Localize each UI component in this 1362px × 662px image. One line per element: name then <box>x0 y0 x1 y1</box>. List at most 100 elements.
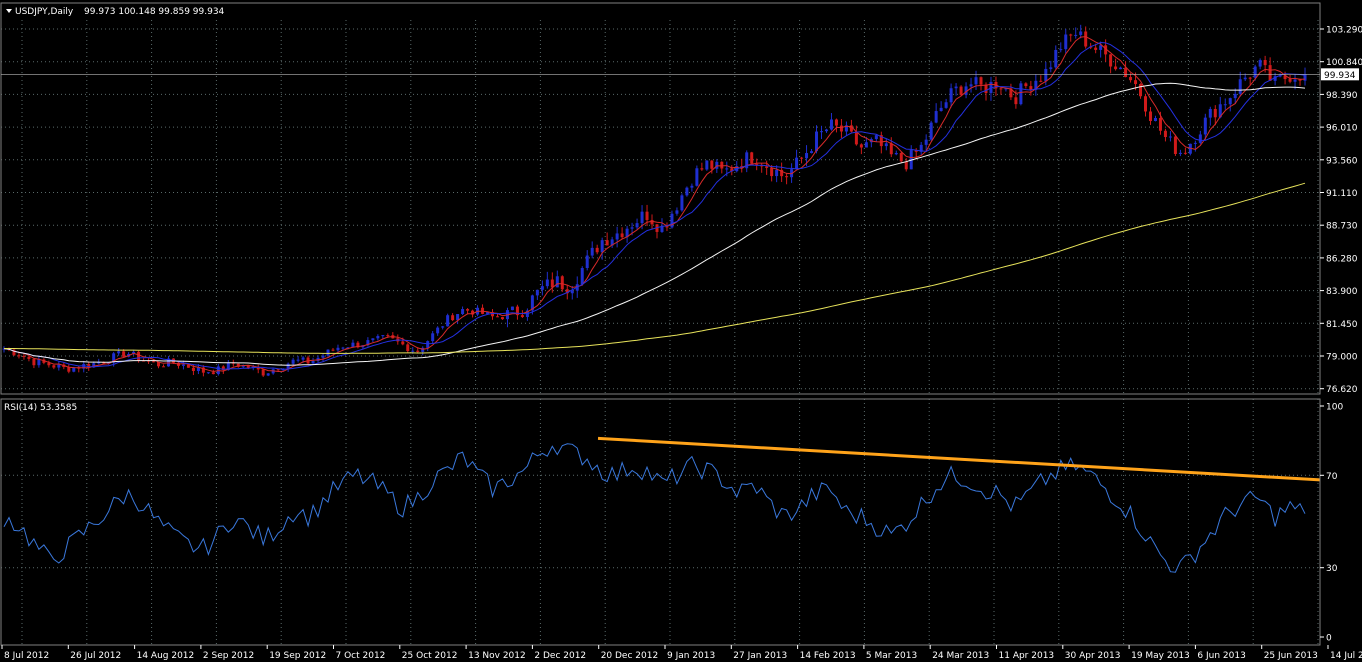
candle-body <box>466 309 470 311</box>
candle-body <box>436 327 440 334</box>
candle-body <box>819 131 823 133</box>
candle-body <box>700 168 704 170</box>
y-tick-label: 93.560 <box>1326 156 1358 166</box>
candle-body <box>461 309 465 315</box>
rsi-line <box>3 443 1306 573</box>
candle-body <box>954 86 958 89</box>
rsi-tick-label: 30 <box>1326 564 1338 574</box>
candle-body <box>939 107 943 112</box>
candle-body <box>107 362 111 364</box>
candle-body <box>934 111 938 123</box>
x-tick-label: 2 Dec 2012 <box>534 651 586 661</box>
candle-body <box>1119 67 1123 70</box>
candle-body <box>695 168 699 186</box>
candle-body <box>630 227 634 229</box>
candle-body <box>984 84 988 94</box>
candle-body <box>411 350 415 352</box>
candle-body <box>815 131 819 152</box>
x-tick-label: 13 Nov 2012 <box>468 651 526 661</box>
x-tick-label: 5 Mar 2013 <box>866 651 917 661</box>
x-tick-label: 14 Jul 2013 <box>1330 651 1362 661</box>
candle-body <box>32 358 36 366</box>
candle-body <box>1163 130 1167 138</box>
candle-body <box>864 142 868 148</box>
candle-body <box>321 355 325 358</box>
candle-body <box>944 102 948 108</box>
candle-body <box>1243 77 1247 80</box>
candle-body <box>969 84 973 87</box>
candle-body <box>1129 77 1133 81</box>
candle-body <box>1104 45 1108 55</box>
candle-body <box>52 365 56 368</box>
candle-body <box>859 144 863 148</box>
candle-body <box>894 152 898 155</box>
rsi-title: RSI(14) 53.3585 <box>4 403 77 413</box>
candle-body <box>57 364 61 368</box>
candle-body <box>555 276 559 288</box>
candle-body <box>550 279 554 288</box>
candle-body <box>565 289 569 294</box>
candle-body <box>196 367 200 372</box>
x-tick-label: 19 May 2013 <box>1131 651 1190 661</box>
candle-body <box>829 119 833 130</box>
candle-body <box>705 160 709 170</box>
candle-body <box>1258 60 1262 67</box>
candle-body <box>37 359 41 366</box>
candle-body <box>710 160 714 169</box>
candle-body <box>1178 152 1182 154</box>
candle-body <box>331 349 335 351</box>
candle-body <box>276 369 280 371</box>
candle-body <box>27 356 31 359</box>
candle-body <box>82 364 86 369</box>
x-tick-label: 6 Jun 2013 <box>1197 651 1245 661</box>
candle-body <box>839 125 843 132</box>
candle-body <box>585 255 589 269</box>
candle-body <box>495 316 499 318</box>
candle-body <box>600 240 604 253</box>
candle-body <box>341 347 345 349</box>
candle-body <box>201 367 205 373</box>
candle-body <box>137 351 141 361</box>
rsi-tick-label: 100 <box>1326 403 1343 413</box>
candle-body <box>1024 83 1028 87</box>
candle-body <box>1183 152 1187 154</box>
candle-body <box>117 351 121 354</box>
candle-body <box>381 335 385 337</box>
candle-body <box>1248 77 1252 79</box>
candle-body <box>924 139 928 145</box>
candle-body <box>949 88 953 103</box>
candle-body <box>1228 98 1232 105</box>
x-tick-label: 19 Sep 2012 <box>269 651 326 661</box>
rsi-panel-frame <box>0 398 1321 646</box>
candle-body <box>47 362 51 366</box>
candle-body <box>665 226 669 228</box>
candle-body <box>246 365 250 369</box>
candle-body <box>720 161 724 169</box>
x-tick-label: 7 Oct 2012 <box>336 651 386 661</box>
candle-body <box>670 213 674 228</box>
x-tick-label: 14 Feb 2013 <box>800 651 856 661</box>
candle-body <box>834 119 838 126</box>
candle-body <box>605 240 609 246</box>
dropdown-triangle-icon[interactable] <box>6 9 12 13</box>
candle-body <box>685 187 689 196</box>
candle-body <box>17 355 21 357</box>
candle-body <box>1223 104 1227 106</box>
candle-body <box>206 372 210 374</box>
candle-body <box>1034 80 1038 90</box>
candle-body <box>775 169 779 177</box>
y-tick-label: 96.010 <box>1326 124 1358 134</box>
candle-body <box>401 341 405 345</box>
candle-body <box>625 228 629 238</box>
x-tick-label: 27 Jan 2013 <box>733 651 787 661</box>
candle-body <box>1283 75 1287 80</box>
candle-body <box>296 359 300 361</box>
candle-body <box>102 362 106 364</box>
candle-body <box>615 233 619 240</box>
ma-line-50 <box>3 82 1306 366</box>
x-tick-label: 30 Apr 2013 <box>1065 651 1121 661</box>
candle-body <box>540 286 544 290</box>
candle-body <box>1069 34 1073 36</box>
